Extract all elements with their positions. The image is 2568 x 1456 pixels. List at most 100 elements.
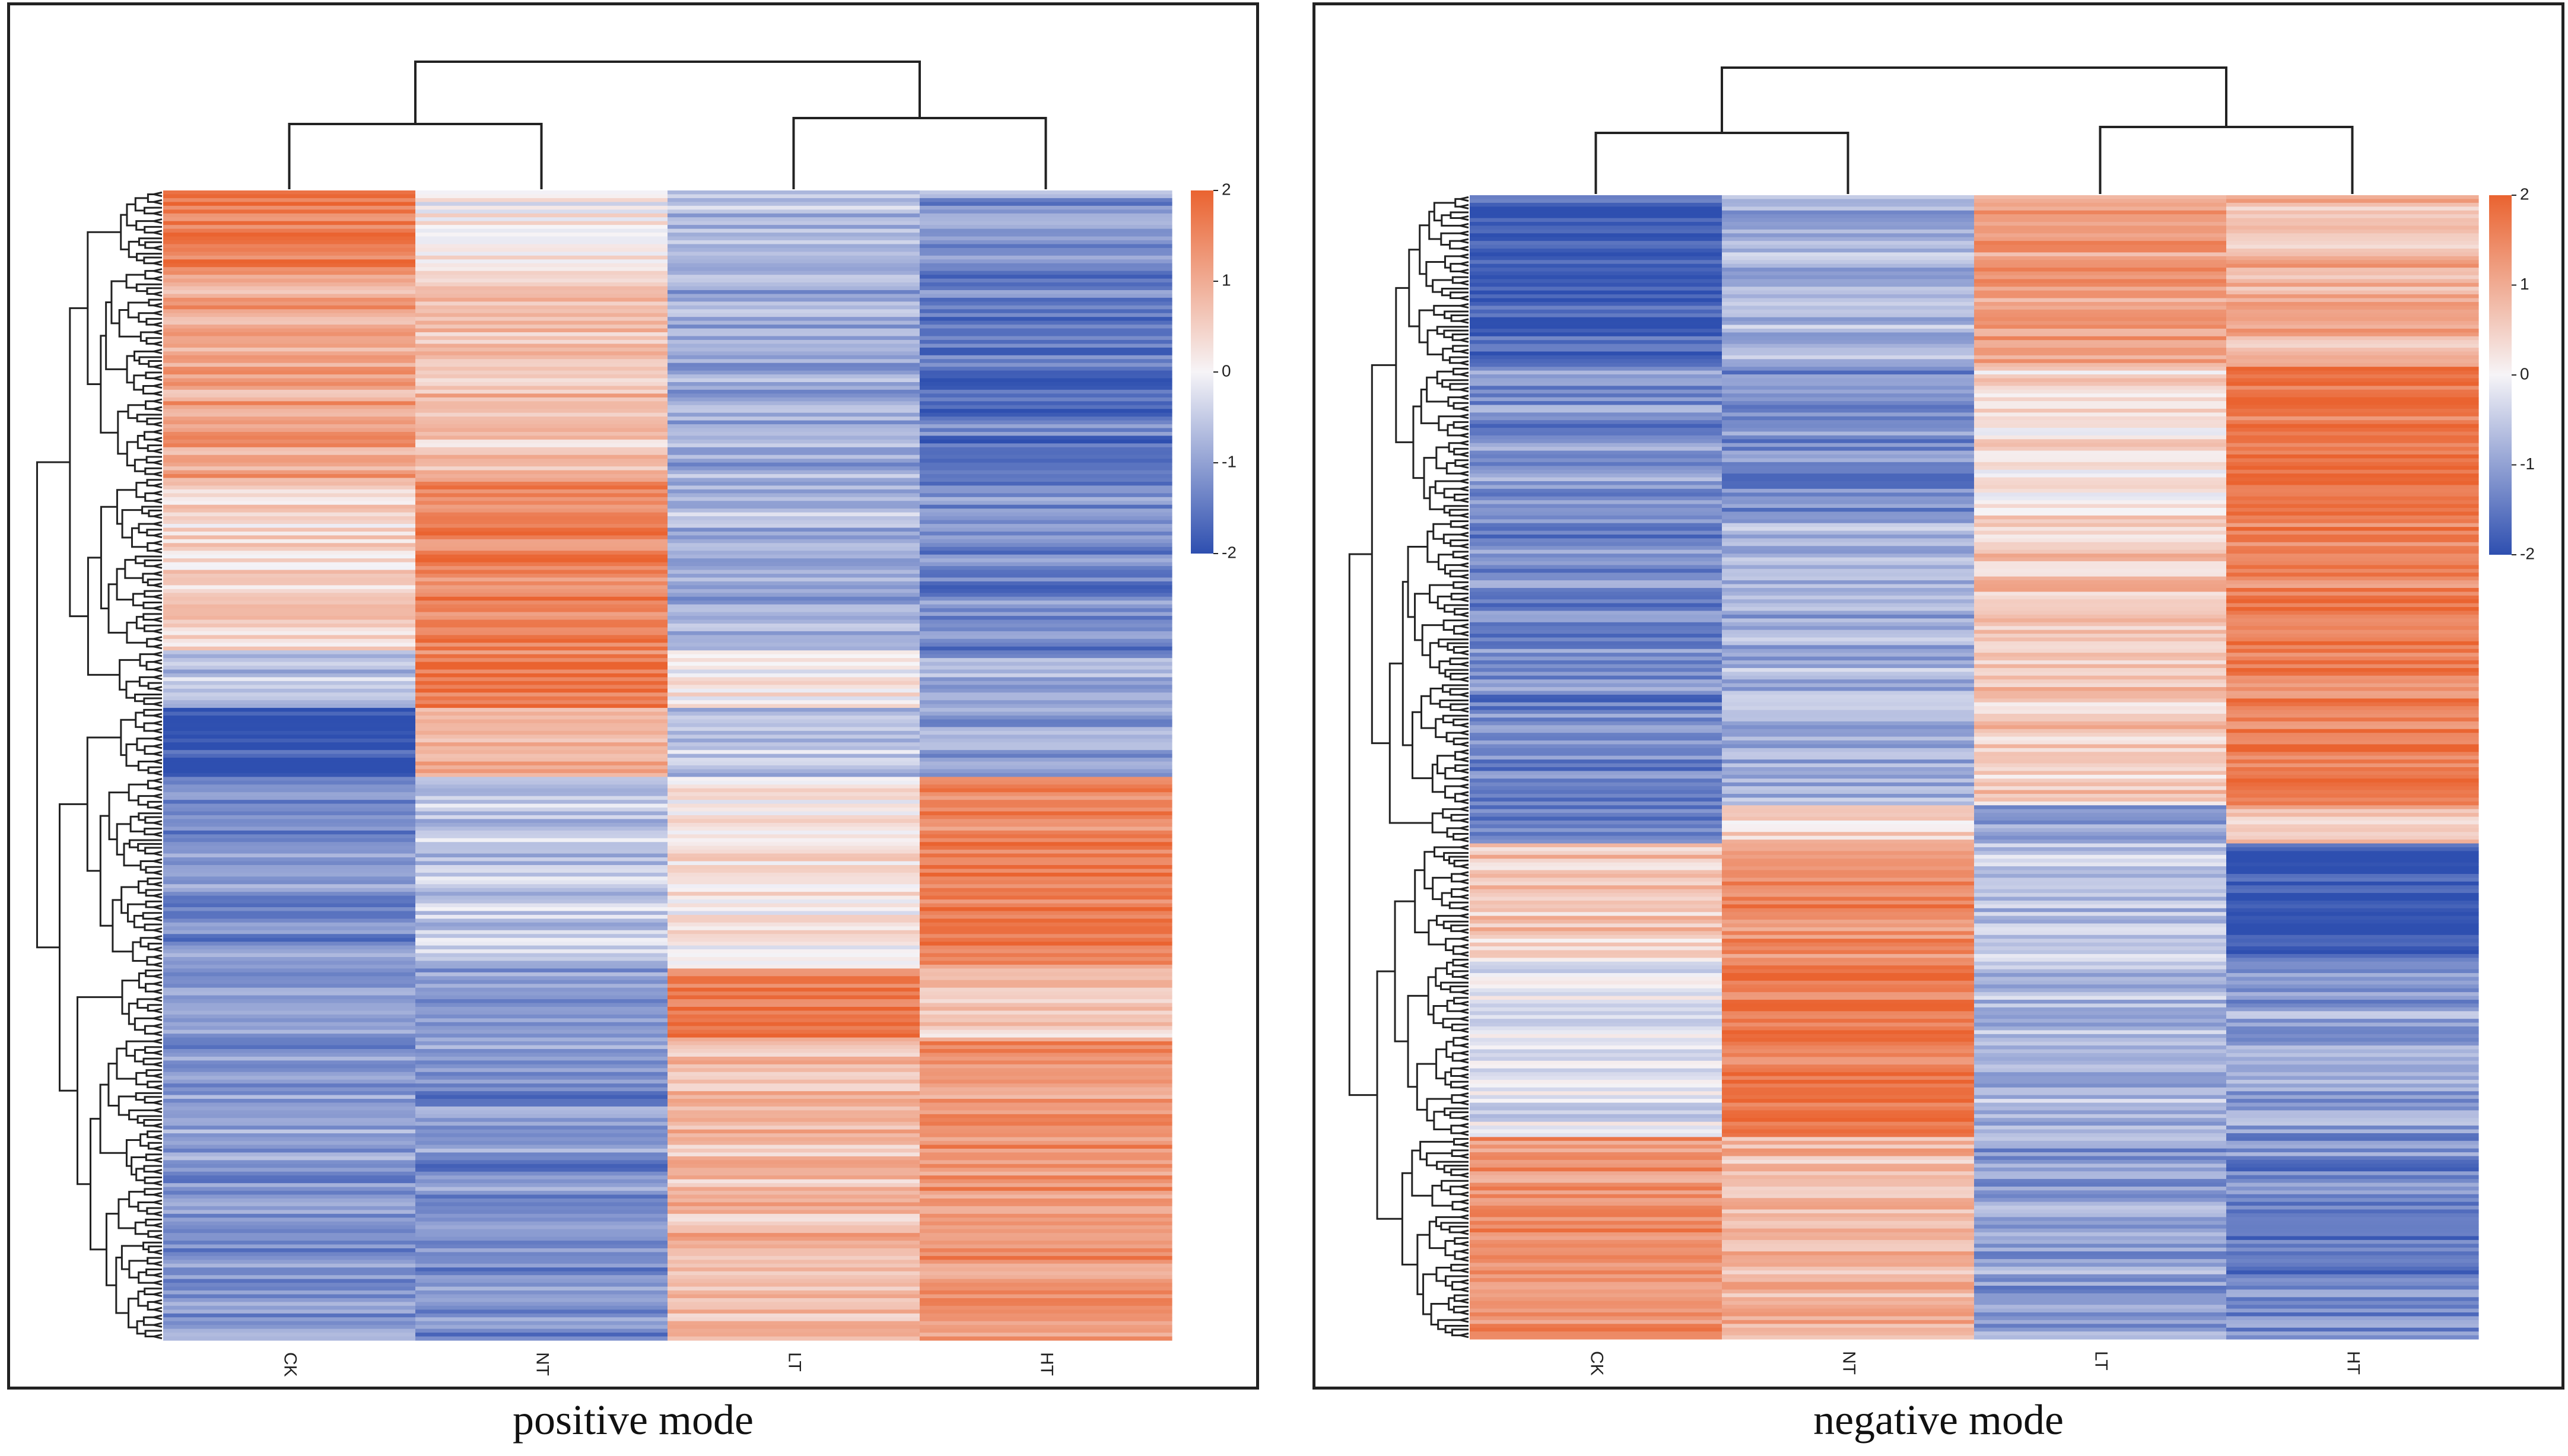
heatmap-cell — [920, 880, 1172, 885]
heatmap-cell — [920, 723, 1172, 727]
heatmap-cell — [415, 209, 668, 214]
heatmap-cell — [1722, 214, 1975, 219]
heatmap-cell — [1974, 965, 2227, 970]
heatmap-cell — [1470, 1179, 1722, 1184]
heatmap-cell — [2226, 1133, 2479, 1137]
heatmap-cell — [415, 1213, 668, 1218]
row-dendrogram-branch — [59, 803, 88, 1092]
heatmap-cell — [163, 826, 416, 831]
row-dendrogram-branch — [107, 583, 127, 634]
row-dendrogram-branch — [1453, 1138, 1460, 1146]
heatmap-cell — [415, 313, 668, 317]
heatmap-cell — [1722, 980, 1975, 985]
heatmap-cell — [1974, 405, 2227, 409]
heatmap-cell — [415, 1313, 668, 1318]
heatmap-cell — [163, 1267, 416, 1272]
heatmap-cell — [1974, 691, 2227, 695]
heatmap-cell — [668, 1252, 920, 1257]
row-dendrogram-leaf — [153, 937, 163, 941]
heatmap-cell — [920, 275, 1172, 279]
heatmap-cell — [920, 194, 1172, 199]
heatmap-cell — [163, 516, 416, 521]
heatmap-cell — [1722, 1194, 1975, 1199]
row-dendrogram-branch — [1414, 869, 1429, 934]
heatmap-cell — [163, 1233, 416, 1238]
row-dendrogram-leaf — [1460, 663, 1469, 667]
row-dendrogram-branch — [1408, 249, 1420, 328]
row-dendrogram-leaf — [1460, 1250, 1469, 1254]
row-dendrogram-branch — [1450, 211, 1460, 220]
row-dendrogram-branch — [135, 711, 144, 728]
heatmap-cell — [1722, 866, 1975, 871]
colorbar-legend: 210-1-2 — [1191, 180, 1237, 561]
heatmap-cell — [415, 716, 668, 720]
heatmap-cell — [920, 677, 1172, 682]
heatmap-cell — [1722, 416, 1975, 421]
heatmap-cell — [1470, 740, 1722, 745]
heatmap-cell — [1470, 599, 1722, 604]
row-dendrogram-leaf — [1460, 232, 1469, 236]
heatmap-cell — [2226, 763, 2479, 768]
heatmap-cell — [415, 654, 668, 659]
heatmap-cell — [668, 619, 920, 624]
row-dendrogram-branch — [1450, 520, 1460, 528]
heatmap-cell — [920, 566, 1172, 571]
row-dendrogram-leaf — [1460, 1067, 1469, 1072]
heatmap-cell — [668, 1110, 920, 1115]
heatmap-cell — [163, 1034, 416, 1038]
heatmap-cell — [163, 1305, 416, 1310]
heatmap-cell — [163, 880, 416, 885]
heatmap-cell — [1974, 717, 2227, 722]
heatmap-cell — [920, 1006, 1172, 1012]
heatmap-cell — [1470, 767, 1722, 772]
row-dendrogram-branch — [87, 231, 121, 386]
heatmap-cell — [1722, 351, 1975, 356]
row-dendrogram-leaf — [153, 688, 163, 692]
row-dendrogram-branch — [125, 274, 145, 289]
heatmap-cell — [1974, 561, 2227, 565]
row-dendrogram-leaf — [153, 377, 163, 382]
heatmap-cell — [668, 1160, 920, 1165]
heatmap-cell — [2226, 759, 2479, 764]
heatmap-cell — [1470, 275, 1722, 279]
heatmap-cell — [1722, 405, 1975, 409]
heatmap-cell — [920, 719, 1172, 724]
heatmap-cell — [163, 811, 416, 816]
heatmap-cell — [668, 1106, 920, 1111]
heatmap-cell — [1974, 268, 2227, 272]
heatmap-cell — [668, 554, 920, 559]
row-dendrogram-leaf — [153, 1224, 163, 1228]
heatmap-cell — [163, 635, 416, 640]
heatmap-cell — [668, 1275, 920, 1280]
heatmap-cell — [2226, 1102, 2479, 1107]
heatmap-cell — [1722, 549, 1975, 554]
heatmap-cell — [1470, 653, 1722, 657]
heatmap-cell — [415, 911, 668, 915]
row-dendrogram-branch — [1450, 813, 1460, 822]
heatmap-cell — [415, 1076, 668, 1080]
heatmap-cell — [1470, 965, 1722, 970]
heatmap-cell — [1470, 920, 1722, 924]
column-dendrogram-branch — [792, 117, 1047, 189]
heatmap-cell — [1974, 763, 2227, 768]
heatmap-cell — [668, 301, 920, 306]
heatmap-cell — [2226, 717, 2479, 722]
heatmap-cell — [1470, 801, 1722, 806]
heatmap-cell — [920, 255, 1172, 260]
heatmap-cell — [920, 681, 1172, 685]
row-dendrogram-leaf — [153, 990, 163, 994]
row-dendrogram-branch — [142, 912, 154, 920]
heatmap-cell — [668, 282, 920, 287]
heatmap-cell — [2226, 835, 2479, 840]
heatmap-cell — [1722, 763, 1975, 768]
heatmap-cell — [668, 1010, 920, 1015]
heatmap-cell — [1974, 1126, 2227, 1130]
heatmap-cell — [1974, 348, 2227, 352]
heatmap-cell — [415, 1041, 668, 1046]
heatmap-cell — [1470, 1251, 1722, 1256]
heatmap-cell — [1722, 1060, 1975, 1065]
row-dendrogram-leaf — [1460, 1037, 1469, 1041]
heatmap-cell — [920, 700, 1172, 705]
heatmap-cell — [163, 1168, 416, 1172]
heatmap-cell — [2226, 641, 2479, 646]
